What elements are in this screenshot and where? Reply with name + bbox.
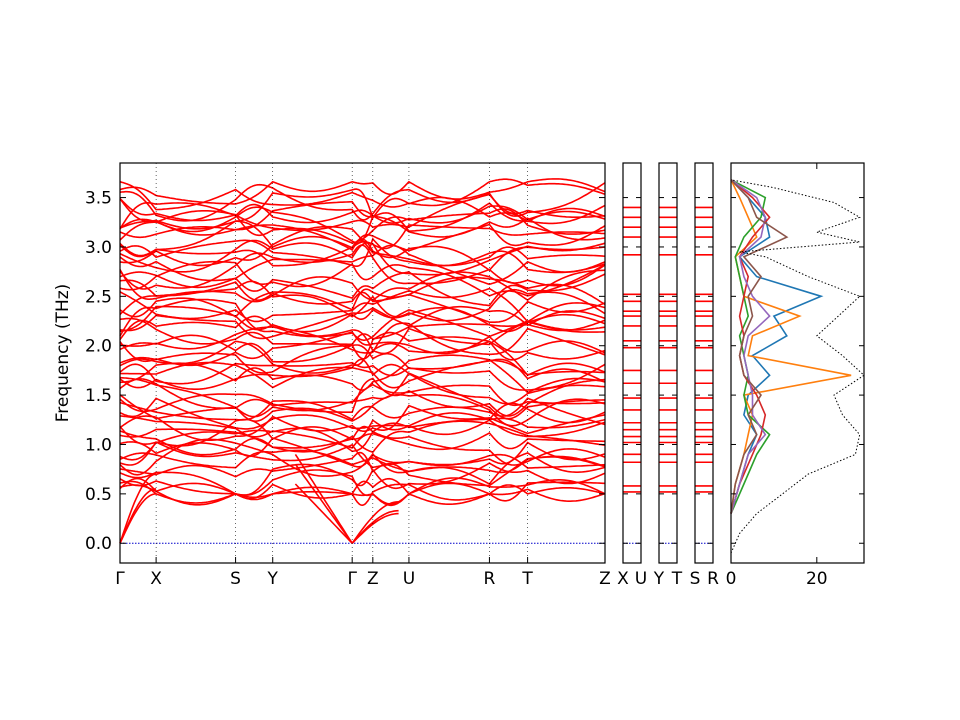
- y-tick-label: 2.0: [85, 337, 112, 357]
- k-point-label: U: [403, 569, 415, 589]
- band-line: [294, 483, 353, 544]
- band-line: [119, 200, 606, 236]
- band-line: [119, 305, 606, 333]
- band-line: [119, 420, 606, 454]
- dos-panel-frame: [730, 162, 865, 564]
- band-line: [119, 330, 606, 367]
- panels-layer: 0.00.51.01.52.02.53.03.5Γ X S Y Γ Z U R T Z X U Y T S R…: [85, 162, 865, 589]
- band-line: [294, 453, 353, 544]
- band-line: [119, 331, 606, 374]
- band-line: [294, 463, 353, 544]
- band-line: [119, 313, 606, 346]
- band-line: [119, 288, 606, 323]
- k-point-label: S: [690, 569, 701, 589]
- band-line: [119, 182, 606, 222]
- dos-panel: 0 20: [726, 162, 865, 589]
- y-tick-label: 0.5: [85, 485, 112, 505]
- band-line: [119, 477, 606, 506]
- band-line: [119, 237, 606, 274]
- y-tick-label: 3.5: [85, 189, 112, 209]
- segment-panel-frame: [622, 162, 642, 564]
- band-line: [119, 334, 606, 377]
- band-line: [120, 358, 606, 405]
- band-line: [119, 344, 606, 376]
- k-point-label: T: [671, 569, 683, 589]
- band-line: [351, 501, 399, 544]
- band-line: [119, 271, 606, 307]
- dos-x-tick-label: 0: [726, 569, 737, 589]
- band-line: [119, 188, 606, 230]
- band-line: [119, 471, 606, 506]
- k-point-label: S: [230, 569, 241, 589]
- band-line: [120, 372, 605, 420]
- band-line: [119, 361, 606, 391]
- k-point-label: Z: [367, 569, 379, 589]
- band-line: [119, 178, 606, 211]
- band-line: [119, 441, 606, 469]
- k-point-label: R: [707, 569, 719, 589]
- projected-dos-line: [730, 179, 824, 514]
- k-point-label: Γ: [347, 569, 357, 589]
- band-line: [119, 178, 606, 205]
- k-point-label: Y: [653, 569, 665, 589]
- band-line: [119, 220, 606, 258]
- k-point-label: U: [635, 569, 647, 589]
- y-tick-label: 3.0: [85, 238, 112, 258]
- projected-dos-line: [730, 179, 771, 514]
- k-point-label: T: [521, 569, 533, 589]
- k-point-label: Γ: [115, 569, 125, 589]
- band-line: [119, 393, 606, 427]
- band-line: [351, 512, 399, 544]
- band-line: [119, 223, 606, 252]
- k-point-label: R: [484, 569, 496, 589]
- segment-panel-frame: [658, 162, 678, 564]
- band-line: [119, 377, 606, 417]
- band-line: [119, 415, 605, 451]
- dos-x-tick-label: 20: [806, 569, 828, 589]
- projected-dos-line: [730, 179, 852, 514]
- band-line: [119, 206, 606, 244]
- k-point-label: Z: [599, 569, 611, 589]
- band-line: [119, 260, 606, 297]
- projected-dos-line: [730, 179, 771, 514]
- y-tick-label: 0.0: [85, 534, 112, 554]
- band-lines: [119, 178, 606, 544]
- band-line: [119, 473, 157, 544]
- k-point-label: X: [150, 569, 162, 589]
- k-point-label: X: [617, 569, 629, 589]
- band-line: [119, 305, 606, 340]
- band-line: [119, 358, 606, 390]
- k-point-label: Y: [267, 569, 279, 589]
- segment-panel-frame: [694, 162, 714, 564]
- total-dos-line: [730, 179, 865, 554]
- band-line: [119, 322, 606, 356]
- band-line: [119, 269, 606, 303]
- band-line: [119, 477, 606, 504]
- main-panel-frame: [119, 162, 606, 564]
- band-line: [119, 493, 157, 544]
- band-line: [119, 244, 606, 286]
- band-line: [119, 469, 605, 507]
- y-tick-label: 1.5: [85, 386, 112, 406]
- y-tick-label: 1.0: [85, 435, 112, 455]
- y-axis-label: Frequency (THz): [53, 284, 73, 423]
- y-tick-label: 2.5: [85, 287, 112, 307]
- band-line: [119, 287, 606, 323]
- projected-dos-line: [730, 179, 789, 514]
